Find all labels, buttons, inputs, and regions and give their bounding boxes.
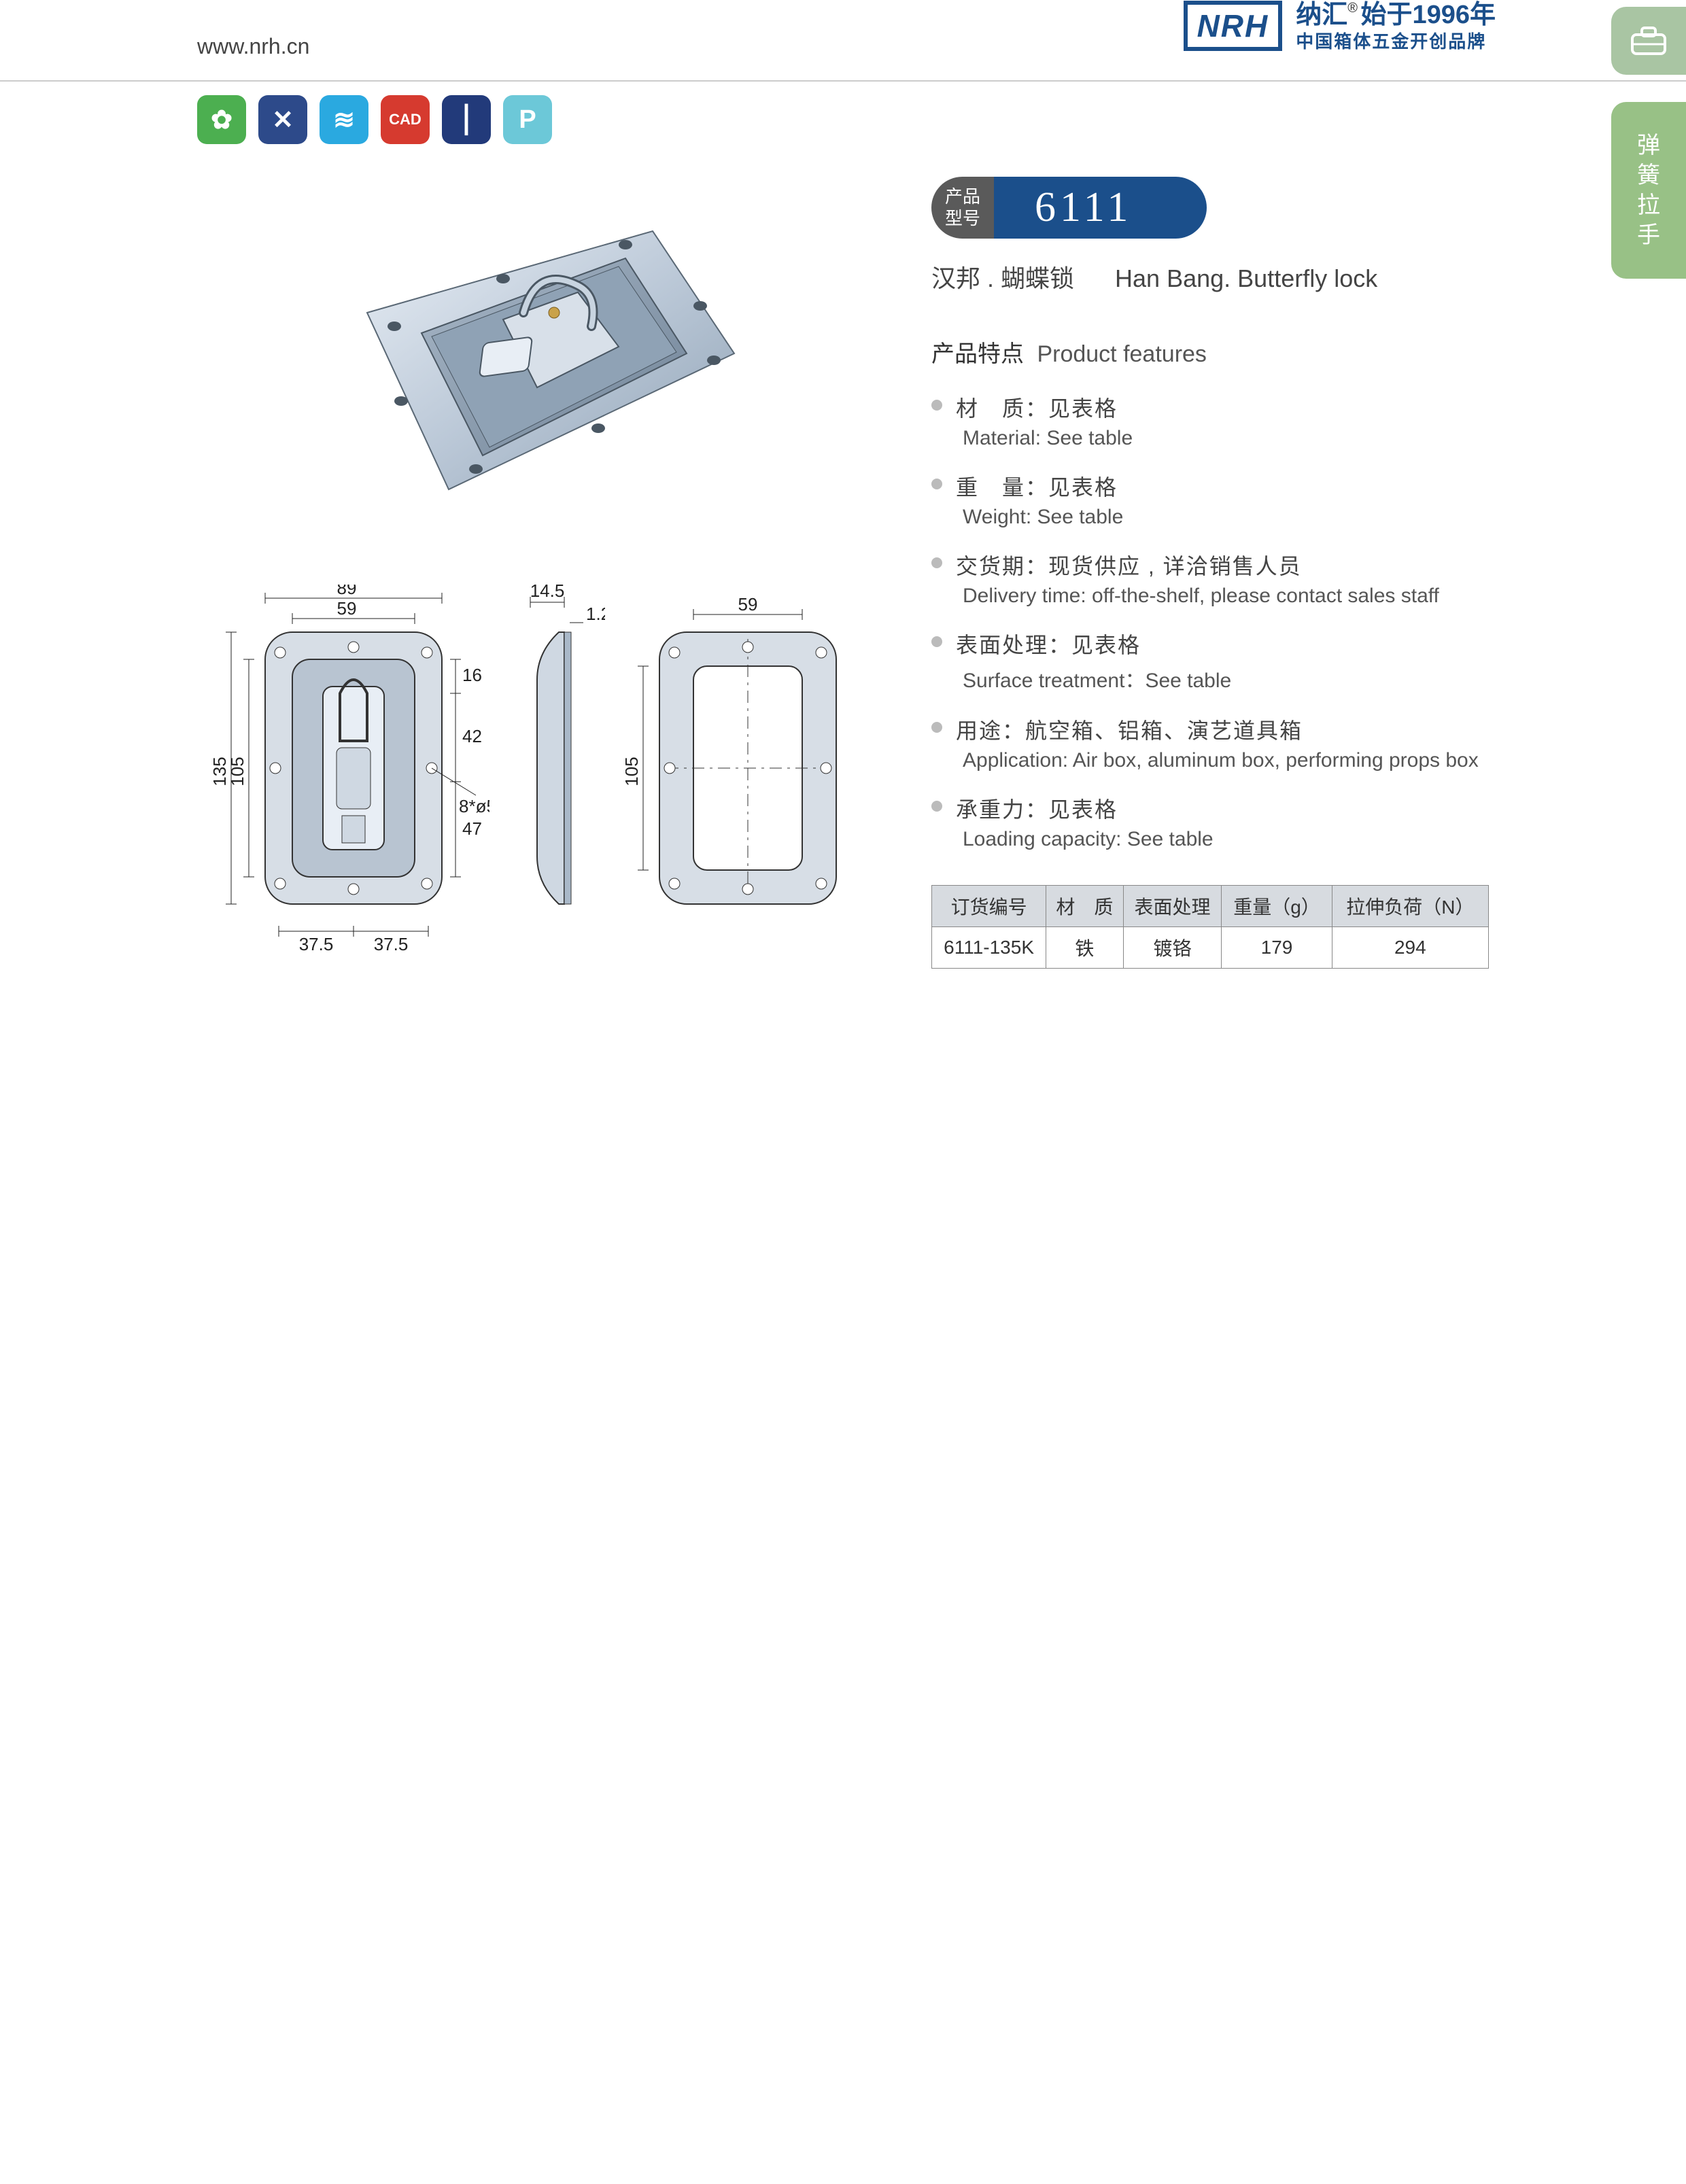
cad-icon[interactable]: CAD [381,95,430,144]
features-list: 材 质：见表格 Material: See table 重 量：见表格 Weight:… [931,392,1489,851]
svg-text:16: 16 [462,665,482,685]
feature-item: 重 量：见表格 Weight: See table [931,470,1489,529]
technical-drawings: 89 59 [197,585,877,965]
category-icon-row: ✿✕ ≋ CAD⎮P [197,95,552,144]
feature-item: 表面处理：见表格 Surface treatment：See table [931,628,1489,693]
spec-col-header: 表面处理 [1123,886,1222,927]
svg-text:8*ø5: 8*ø5 [459,796,489,816]
side-tab-case-icon[interactable] [1611,7,1686,75]
logo-subtitle: 中国箱体五金开创品牌 [1296,31,1496,52]
feature-cn: 用途：航空箱、铝箱、演艺道具箱 [956,714,1489,745]
svg-text:1.2: 1.2 [586,604,605,624]
spring-icon[interactable]: ≋ [320,95,368,144]
feature-cn: 交货期：现货供应 , 详洽销售人员 [956,549,1489,580]
eco-icon[interactable]: ✿ [197,95,246,144]
svg-text:42: 42 [462,726,482,746]
spec-cell: 294 [1332,927,1488,969]
feature-en: Loading capacity: See table [963,828,1489,851]
svg-text:105: 105 [625,757,642,786]
feature-item: 承重力：见表格 Loading capacity: See table [931,793,1489,851]
logo-abbrev: NRH [1184,1,1283,51]
page-header: www.nrh.cn NRH 纳汇® 始于1996年 中国箱体五金开创品牌 [0,0,1686,82]
svg-text:37.5: 37.5 [374,934,409,954]
feature-en: Surface treatment：See table [963,663,1489,693]
brand-logo: NRH 纳汇® 始于1996年 中国箱体五金开创品牌 [1184,0,1496,52]
feature-en: Delivery time: off-the-shelf, please con… [963,585,1489,608]
subtitle-en: Han Bang. Butterfly lock [1115,264,1377,292]
spec-row: 6111-135K铁镀铬179294 [932,927,1489,969]
spec-cell: 铁 [1046,927,1123,969]
spec-cell: 6111-135K [932,927,1046,969]
side-tab-label: 弹簧拉手 [1637,131,1660,251]
feature-en: Application: Air box, aluminum box, perf… [963,749,1489,772]
side-tab-spring-handle[interactable]: 弹簧拉手 [1611,102,1686,279]
spec-cell: 镀铬 [1123,927,1222,969]
spec-cell: 179 [1222,927,1332,969]
svg-text:47: 47 [462,818,482,839]
spec-table: 订货编号材 质表面处理重量（g）拉伸负荷（N） 6111-135K铁镀铬1792… [931,885,1489,969]
spec-col-header: 材 质 [1046,886,1123,927]
spec-col-header: 拉伸负荷（N） [1332,886,1488,927]
p-icon[interactable]: P [503,95,552,144]
product-subtitle: 汉邦 . 蝴蝶锁 Han Bang. Butterfly lock [931,259,1489,294]
registered-mark: ® [1347,1,1358,16]
spec-col-header: 重量（g） [1222,886,1332,927]
feature-cn: 承重力：见表格 [956,793,1489,824]
feature-cn: 重 量：见表格 [956,470,1489,502]
feature-item: 用途：航空箱、铝箱、演艺道具箱 Application: Air box, alu… [931,714,1489,772]
briefcase-icon [1628,24,1669,58]
feature-cn: 表面处理：见表格 [956,628,1489,659]
feature-item: 材 质：见表格 Material: See table [931,392,1489,450]
product-3d-render [299,177,775,544]
drawing-frame-view: 59 105 [625,585,870,965]
svg-text:37.5: 37.5 [299,934,334,954]
subtitle-cn: 汉邦 . 蝴蝶锁 [931,264,1074,292]
logo-since: 始于1996年 [1360,1,1496,29]
svg-text:59: 59 [738,594,758,614]
product-visual-column: 89 59 [197,177,877,969]
model-number: 6111 [994,177,1207,239]
logo-cn: 纳汇 [1296,1,1347,29]
product-info-column: 产品型号 6111 汉邦 . 蝴蝶锁 Han Bang. Butterfly l… [931,177,1489,969]
features-heading-cn: 产品特点 [931,341,1024,367]
svg-text:59: 59 [337,598,357,619]
feature-item: 交货期：现货供应 , 详洽销售人员 Delivery time: off-the-… [931,549,1489,608]
feature-cn: 材 质：见表格 [956,392,1489,423]
drawing-front-view: 89 59 [204,585,489,965]
tools-icon[interactable]: ✕ [258,95,307,144]
svg-text:105: 105 [227,757,247,786]
features-heading: 产品特点 Product features [931,335,1489,368]
drawing-side-view: 14.5 1.2 [510,585,605,965]
screw-icon[interactable]: ⎮ [442,95,491,144]
svg-text:89: 89 [337,585,357,598]
feature-en: Weight: See table [963,506,1489,529]
model-label: 产品型号 [931,177,994,238]
feature-en: Material: See table [963,427,1489,450]
svg-text:14.5: 14.5 [530,585,565,601]
features-heading-en: Product features [1037,341,1206,367]
site-url: www.nrh.cn [197,34,309,59]
spec-col-header: 订货编号 [932,886,1046,927]
model-badge: 产品型号 6111 [931,177,1489,239]
